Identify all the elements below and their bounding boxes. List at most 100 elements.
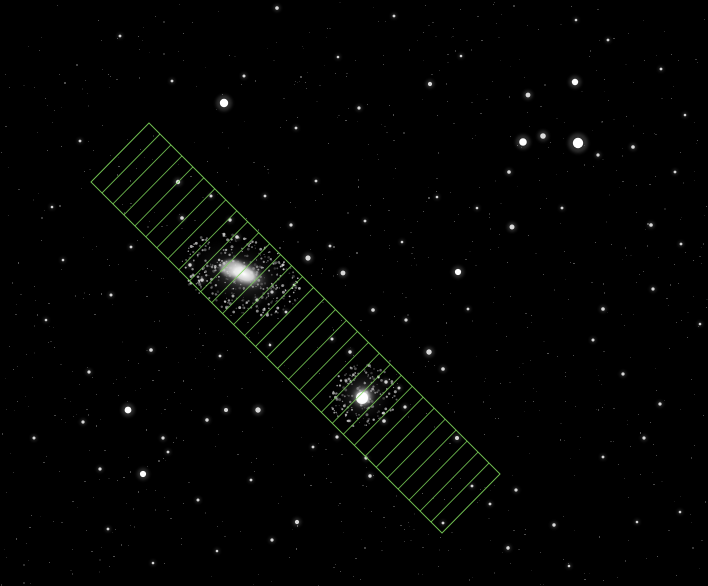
noise-speck: [61, 522, 63, 523]
bright-star: [572, 137, 584, 149]
noise-speck: [546, 198, 547, 199]
noise-speck: [215, 446, 216, 447]
noise-speck: [84, 171, 85, 172]
noise-speck: [178, 362, 179, 363]
slit-slice-divider: [255, 287, 314, 347]
star: [314, 179, 318, 183]
star: [205, 418, 209, 422]
noise-speck: [397, 261, 398, 262]
noise-speck: [326, 37, 327, 38]
noise-speck: [330, 482, 332, 483]
noise-speck: [333, 275, 334, 277]
noise-speck: [436, 191, 437, 192]
galaxy-speckle: [288, 300, 291, 303]
slit-slice-divider: [134, 166, 194, 227]
noise-speck: [305, 82, 306, 83]
noise-speck: [338, 505, 339, 506]
star: [368, 474, 372, 478]
noise-speck: [646, 558, 647, 559]
galaxy-speckle: [202, 238, 205, 241]
noise-speck: [447, 342, 448, 343]
noise-speck: [321, 273, 322, 274]
noise-speck: [649, 184, 651, 185]
galaxy-speckle: [220, 305, 223, 308]
noise-speck: [513, 5, 515, 7]
star: [678, 510, 682, 514]
noise-speck: [533, 401, 534, 402]
galaxy-speckle: [201, 238, 204, 242]
noise-speck: [703, 243, 704, 245]
noise-speck: [283, 241, 284, 242]
noise-speck: [619, 187, 620, 188]
noise-speck: [163, 53, 165, 55]
noise-speck: [370, 235, 371, 236]
noise-speck: [448, 403, 449, 404]
star: [32, 436, 36, 440]
noise-speck: [525, 529, 526, 530]
star: [139, 470, 147, 478]
noise-speck: [681, 217, 682, 218]
noise-speck: [109, 566, 110, 567]
noise-speck: [267, 48, 268, 49]
noise-speck: [604, 292, 605, 294]
galaxy-speckle: [189, 245, 193, 248]
star: [218, 354, 222, 358]
noise-speck: [2, 433, 3, 435]
noise-speck: [347, 212, 349, 214]
noise-speck: [617, 577, 618, 578]
noise-speck: [366, 486, 367, 487]
noise-speck: [671, 54, 672, 55]
noise-speck: [124, 212, 125, 214]
star: [180, 216, 184, 220]
noise-speck: [368, 144, 369, 145]
noise-speck: [146, 429, 147, 431]
noise-speck: [573, 355, 574, 356]
noise-speck: [517, 186, 518, 187]
star: [596, 153, 600, 157]
noise-speck: [364, 547, 366, 549]
noise-speck: [490, 228, 491, 230]
noise-speck: [174, 392, 175, 393]
noise-speck: [277, 318, 279, 319]
noise-speck: [17, 366, 18, 367]
noise-speck: [591, 282, 593, 283]
noise-speck: [188, 315, 189, 316]
noise-speck: [72, 549, 73, 550]
slit-slice-divider: [364, 396, 424, 457]
noise-speck: [493, 4, 494, 5]
galaxy-speckle: [241, 312, 243, 314]
noise-speck: [697, 62, 698, 63]
noise-speck: [538, 29, 539, 30]
star: [475, 206, 479, 210]
star: [658, 402, 662, 406]
noise-speck: [89, 450, 90, 451]
noise-speck: [673, 86, 674, 87]
noise-speck: [102, 69, 103, 70]
noise-speck: [694, 171, 695, 172]
slit-slice-divider: [101, 133, 161, 194]
noise-speck: [630, 357, 631, 358]
star: [289, 223, 293, 227]
noise-speck: [460, 549, 461, 550]
noise-speck: [564, 251, 565, 252]
noise-speck: [640, 432, 641, 434]
noise-speck: [613, 119, 615, 120]
noise-speck: [396, 495, 397, 497]
noise-speck: [89, 169, 91, 170]
noise-speck: [343, 532, 344, 533]
noise-speck: [706, 206, 707, 207]
noise-speck: [495, 418, 496, 419]
noise-speck: [281, 496, 282, 497]
noise-speck: [465, 259, 467, 260]
noise-speck: [696, 143, 697, 144]
noise-speck: [183, 440, 184, 441]
star: [335, 435, 339, 439]
galaxy-speckle: [259, 313, 263, 317]
noise-speck: [309, 32, 310, 33]
noise-speck: [222, 132, 223, 133]
noise-speck: [389, 105, 390, 106]
noise-speck: [498, 37, 500, 38]
star: [151, 561, 155, 565]
noise-speck: [338, 115, 340, 116]
noise-speck: [102, 125, 103, 126]
